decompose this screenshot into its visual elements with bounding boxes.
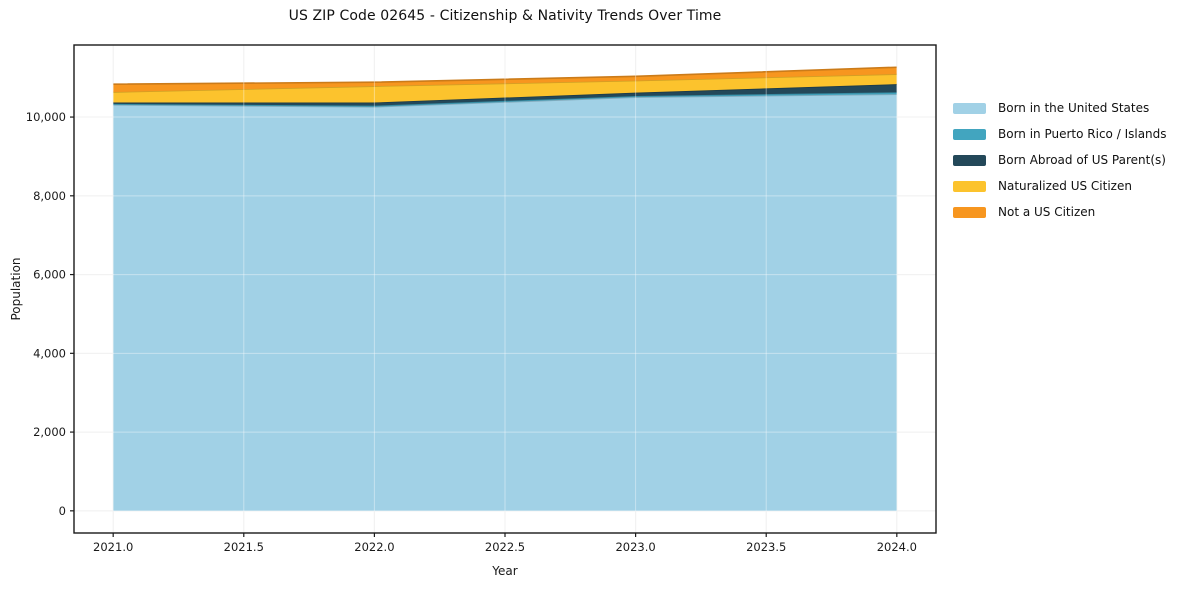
- area-series-edge: [113, 66, 897, 85]
- area-series: [113, 92, 897, 107]
- x-tick-label: 2022.0: [354, 540, 394, 554]
- legend-swatch: [953, 102, 986, 114]
- legend-label: Not a US Citizen: [998, 205, 1096, 219]
- legend-swatch: [953, 154, 986, 166]
- legend-item: Naturalized US Citizen: [953, 179, 1167, 193]
- x-tick-label: 2023.0: [615, 540, 655, 554]
- legend-item: Born in Puerto Rico / Islands: [953, 127, 1167, 141]
- legend-item: Born Abroad of US Parent(s): [953, 153, 1167, 167]
- y-tick-label: 8,000: [33, 189, 66, 203]
- legend-label: Born in Puerto Rico / Islands: [998, 127, 1167, 141]
- legend-item: Not a US Citizen: [953, 205, 1167, 219]
- legend-swatch: [953, 180, 986, 192]
- x-tick-label: 2021.5: [224, 540, 264, 554]
- y-axis-label: Population: [9, 257, 23, 321]
- legend-label: Naturalized US Citizen: [998, 179, 1132, 193]
- x-tick-label: 2024.0: [877, 540, 917, 554]
- x-axis-label: Year: [492, 564, 518, 578]
- area-series: [113, 94, 897, 511]
- y-tick-label: 6,000: [33, 268, 66, 282]
- y-tick-label: 4,000: [33, 346, 66, 360]
- chart-title: US ZIP Code 02645 - Citizenship & Nativi…: [288, 8, 722, 24]
- legend-label: Born Abroad of US Parent(s): [998, 153, 1166, 167]
- legend: Born in the United States Born in Puerto…: [953, 101, 1167, 231]
- x-tick-label: 2021.0: [93, 540, 133, 554]
- legend-item: Born in the United States: [953, 101, 1167, 115]
- y-tick-label: 0: [59, 504, 66, 518]
- y-tick-label: 2,000: [33, 425, 66, 439]
- area-series: [113, 84, 897, 106]
- x-tick-label: 2022.5: [485, 540, 525, 554]
- legend-swatch: [953, 206, 986, 218]
- area-series: [113, 74, 897, 103]
- legend-label: Born in the United States: [998, 101, 1150, 115]
- legend-swatch: [953, 128, 986, 140]
- y-tick-label: 10,000: [26, 110, 66, 124]
- x-tick-label: 2023.5: [746, 540, 786, 554]
